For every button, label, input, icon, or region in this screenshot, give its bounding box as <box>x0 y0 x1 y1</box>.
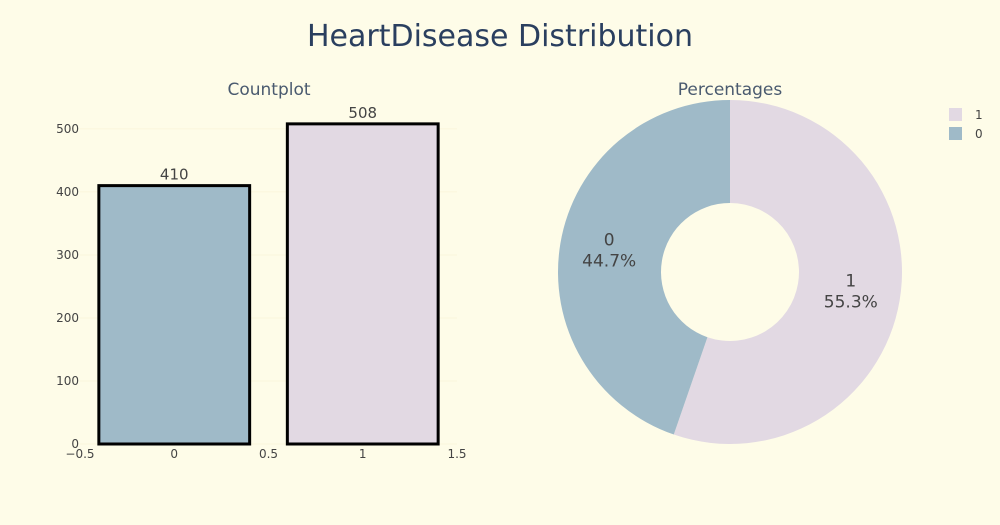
chart-title: HeartDisease Distribution <box>307 19 693 54</box>
donut-slices <box>558 100 903 445</box>
y-tick-label: 0 <box>71 437 79 451</box>
x-tick-label: −0.5 <box>65 447 94 461</box>
countplot-bars <box>97 122 440 446</box>
y-tick-label: 400 <box>56 185 79 199</box>
percentages-title: Percentages <box>678 80 783 100</box>
countplot-x-ticks: −0.5 0 0.5 1 1.5 <box>65 447 466 461</box>
legend-label-0[interactable]: 0 <box>975 127 983 141</box>
y-tick-label: 500 <box>56 122 79 136</box>
y-tick-label: 100 <box>56 374 79 388</box>
bar-value-label: 508 <box>348 104 377 122</box>
bar-0[interactable] <box>97 184 252 446</box>
legend-swatch-1 <box>949 108 962 121</box>
donut-slice-labels: 155.3% 044.7% <box>582 231 878 313</box>
legend[interactable]: 10 <box>949 108 983 141</box>
percentages-donut: Percentages 155.3% 044.7% <box>558 80 903 445</box>
x-tick-label: 0.5 <box>259 447 278 461</box>
bar-1[interactable] <box>285 122 440 446</box>
countplot-data-labels: 410 508 <box>160 104 377 184</box>
slice-percent-label: 55.3% <box>824 292 878 312</box>
slice-category-label: 1 <box>845 271 856 291</box>
y-tick-label: 200 <box>56 311 79 325</box>
countplot-title: Countplot <box>227 80 310 100</box>
countplot-y-ticks: 0 100 200 300 400 500 <box>56 122 79 451</box>
donut-slice-1[interactable] <box>673 100 903 445</box>
y-tick-label: 300 <box>56 248 79 262</box>
slice-percent-label: 44.7% <box>582 252 636 272</box>
x-tick-label: 1.5 <box>447 447 466 461</box>
donut-slice-0[interactable] <box>558 100 730 435</box>
legend-label-1[interactable]: 1 <box>975 108 983 122</box>
legend-swatch-0 <box>949 127 962 140</box>
bar-value-label: 410 <box>160 166 189 184</box>
x-tick-label: 1 <box>359 447 367 461</box>
x-tick-label: 0 <box>170 447 178 461</box>
slice-category-label: 0 <box>604 231 615 251</box>
